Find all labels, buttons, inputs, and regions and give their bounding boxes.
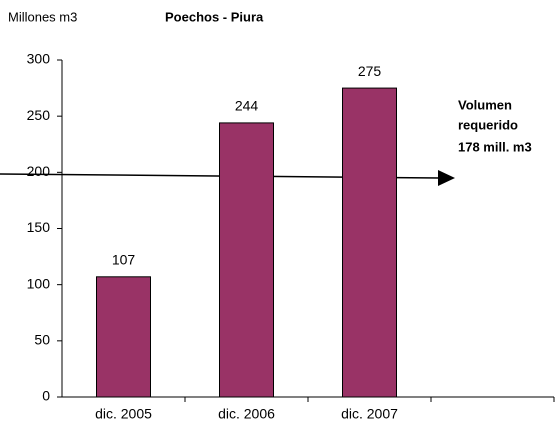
y-tick-label: 100 <box>27 275 51 291</box>
annotation: Volumen <box>458 97 512 112</box>
bar <box>96 276 151 398</box>
x-tick-label: dic. 2005 <box>95 406 152 422</box>
value-label: 107 <box>112 252 136 268</box>
annotation: 178 mill. m3 <box>458 139 532 154</box>
y-axis-label: Millones m3 <box>8 9 77 24</box>
annotation: requerido <box>458 117 518 132</box>
bar <box>219 122 274 398</box>
y-tick-label: 0 <box>42 388 50 404</box>
x-tick-label: dic. 2006 <box>218 406 275 422</box>
y-tick-label: 150 <box>27 219 51 235</box>
bar <box>342 87 397 398</box>
y-tick-label: 250 <box>27 107 51 123</box>
y-tick-label: 200 <box>27 163 51 179</box>
y-tick-label: 50 <box>34 332 50 348</box>
value-label: 244 <box>235 98 259 114</box>
value-label: 275 <box>358 63 382 79</box>
y-tick-label: 300 <box>27 51 51 67</box>
chart-title: Poechos - Piura <box>165 9 264 24</box>
x-tick-label: dic. 2007 <box>341 406 398 422</box>
